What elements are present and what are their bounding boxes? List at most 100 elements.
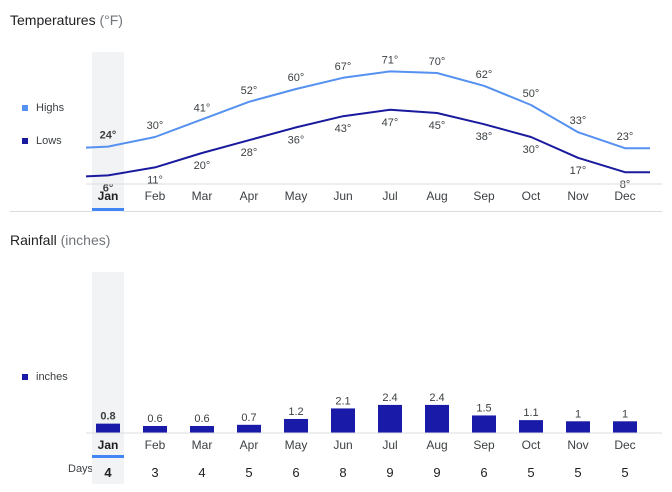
rainy-days-value: 4 — [198, 465, 205, 480]
lows-data-label: 6° — [103, 182, 114, 194]
temperature-title-text: Temperatures — [10, 12, 96, 28]
highs-data-label: 24° — [100, 130, 117, 142]
temperature-month-label: Dec — [614, 189, 635, 203]
section-divider — [10, 211, 662, 212]
temperature-month-label: Feb — [145, 189, 166, 203]
rainy-days-value: 5 — [621, 465, 628, 480]
temperature-month-label: Nov — [567, 189, 588, 203]
lows-data-label: 47° — [382, 117, 399, 129]
rainy-days-value: 5 — [574, 465, 581, 480]
highs-data-label: 71° — [382, 54, 399, 66]
rainfall-bar — [613, 421, 637, 433]
rainfall-data-label: 2.4 — [429, 392, 444, 404]
rainfall-bar — [331, 408, 355, 433]
rainfall-month-label: Feb — [145, 438, 166, 452]
rainfall-title-text: Rainfall — [10, 232, 57, 248]
rainy-days-value: 9 — [433, 465, 440, 480]
temperature-chart-title: Temperatures (°F) — [10, 12, 123, 28]
days-label: Days — [68, 463, 94, 475]
temperature-month-label: Sep — [473, 189, 495, 203]
temperature-selected-column — [92, 52, 124, 212]
temperature-month-label: May — [285, 189, 308, 203]
rainy-days-value: 6 — [292, 465, 299, 480]
temperature-month-label: Mar — [192, 189, 213, 203]
rainfall-bar — [378, 404, 402, 433]
lows-swatch-icon — [22, 138, 28, 144]
rainfall-month-label: Aug — [426, 438, 447, 452]
rainfall-data-label: 0.6 — [147, 413, 162, 425]
rainfall-selected-column — [92, 272, 124, 484]
rainfall-data-label: 1.5 — [476, 402, 491, 414]
temperature-unit: (°F) — [99, 12, 123, 28]
rainfall-bar — [566, 421, 590, 433]
lows-data-label: 17° — [570, 165, 587, 177]
rainfall-month-label: Apr — [240, 438, 259, 452]
rainfall-month-label: Mar — [192, 438, 213, 452]
highs-data-label: 60° — [288, 72, 305, 84]
legend-highs-label: Highs — [36, 102, 65, 114]
lows-data-label: 11° — [147, 174, 163, 186]
rainy-days-value: 9 — [386, 465, 393, 480]
legend-highs: Highs — [22, 102, 64, 114]
rainy-days-value: 6 — [480, 465, 487, 480]
rainfall-selected-indicator — [92, 455, 124, 458]
rainfall-bar — [519, 420, 543, 433]
temperature-month-label: Jun — [333, 189, 352, 203]
rainfall-bar — [425, 404, 449, 433]
rainfall-bar — [143, 425, 167, 433]
rainfall-month-label: Nov — [567, 438, 588, 452]
rainfall-data-label: 2.4 — [382, 392, 397, 404]
highs-data-label: 70° — [429, 56, 446, 68]
lows-data-label: 8° — [620, 179, 631, 191]
rainfall-data-label: 0.8 — [100, 411, 115, 423]
rainfall-data-label: 2.1 — [335, 395, 350, 407]
rainfall-chart-title: Rainfall (inches) — [10, 232, 110, 248]
temperature-month-label: Oct — [522, 189, 541, 203]
rainy-days-value: 5 — [245, 465, 252, 480]
temperature-month-label: Jan — [98, 189, 119, 203]
rainfall-bar — [472, 415, 496, 433]
highs-data-label: 33° — [570, 115, 587, 127]
rainy-days-value: 5 — [527, 465, 534, 480]
lows-data-label: 38° — [476, 131, 493, 143]
highs-data-label: 52° — [241, 85, 258, 97]
lows-data-label: 36° — [288, 134, 305, 146]
rainfall-bar — [237, 424, 261, 433]
lows-data-label: 30° — [523, 144, 540, 156]
legend-lows: Lows — [22, 135, 62, 147]
highs-data-label: 62° — [476, 69, 493, 81]
temperature-selected-indicator — [92, 208, 124, 211]
highs-data-label: 41° — [194, 102, 211, 114]
rainfall-bar — [190, 425, 214, 433]
rainfall-data-label: 0.6 — [194, 413, 209, 425]
rainy-days-value: 3 — [151, 465, 158, 480]
rainfall-bar — [96, 423, 120, 433]
rainfall-month-label: Jan — [98, 438, 119, 452]
legend-inches: inches — [22, 371, 68, 383]
rainfall-data-label: 1.1 — [523, 407, 538, 419]
highs-line — [85, 70, 650, 150]
rainfall-data-label: 1.2 — [288, 406, 303, 418]
legend-inches-label: inches — [36, 371, 68, 383]
temperature-month-label: Apr — [240, 189, 259, 203]
rainfall-data-label: 1 — [622, 408, 628, 420]
lows-data-label: 43° — [335, 123, 352, 135]
highs-data-label: 23° — [617, 131, 634, 143]
rainfall-month-label: Jul — [382, 438, 397, 452]
rainfall-month-label: Jun — [333, 438, 352, 452]
rainfall-month-label: Oct — [522, 438, 541, 452]
temperature-month-label: Aug — [426, 189, 447, 203]
rainfall-bar — [284, 418, 308, 433]
temperature-month-label: Jul — [382, 189, 397, 203]
lows-data-label: 20° — [194, 160, 211, 172]
highs-data-label: 67° — [335, 61, 352, 73]
rainfall-month-label: Dec — [614, 438, 635, 452]
legend-lows-label: Lows — [36, 135, 62, 147]
highs-data-label: 30° — [147, 120, 164, 132]
highs-swatch-icon — [22, 105, 28, 111]
rainfall-unit: (inches) — [60, 232, 111, 248]
rainy-days-value: 4 — [104, 465, 112, 480]
lows-data-label: 45° — [429, 120, 446, 132]
lows-data-label: 28° — [241, 147, 258, 159]
